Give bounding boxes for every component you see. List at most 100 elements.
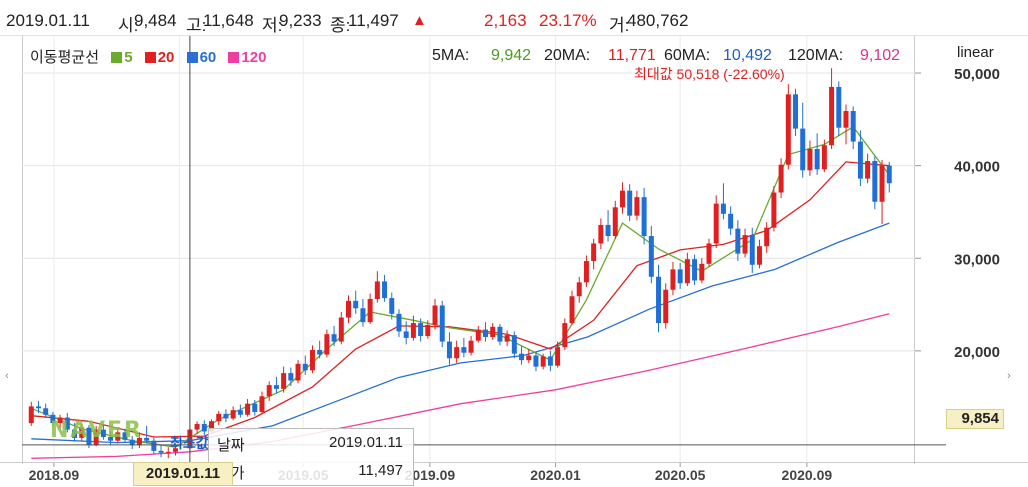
candle-body [879,165,885,202]
candle-body [764,227,770,247]
crosshair-date-flag: 2019.01.11 [133,462,233,486]
candle [612,200,618,239]
candle-body [836,86,842,128]
candle-body [533,355,539,367]
candle [115,427,121,444]
candle [605,210,611,242]
candle [439,300,445,348]
candle [526,349,532,363]
candle-body [252,403,258,412]
candle-body [627,190,633,216]
ma60-legend-label[interactable]: 60 [199,49,217,66]
ma20-swatch [144,52,156,63]
info-low: 9,233 [279,11,322,30]
candle-body [266,385,272,397]
candle-body [35,406,41,409]
candle-body [129,439,135,446]
current-price-label: 9,854 [946,409,1004,429]
candle-body [526,355,532,361]
candle-body [201,424,207,432]
scroll-right-icon[interactable]: › [1007,370,1011,382]
ma5-line [31,125,890,448]
candle [461,337,467,358]
ma20-legend-label[interactable]: 20 [157,49,175,66]
candle [151,437,157,455]
candle [583,255,589,287]
y-tick-label: 40,000 [954,159,1000,176]
candle-body [432,305,438,325]
candle-body [778,164,784,193]
ma120-legend-label[interactable]: 120 [241,49,267,66]
ma20-line [31,161,890,438]
candle-body [446,341,452,359]
candle [771,186,777,232]
candle [331,325,337,347]
candle-body [756,246,762,265]
candle [742,228,748,258]
candle-body [151,440,157,451]
candle-body [346,300,352,318]
candle [829,68,835,149]
candle-body [79,427,85,438]
candle-body [850,111,856,142]
candle-body [93,429,99,446]
candle-body [28,406,34,424]
candle-body [598,224,604,244]
candle-body [699,263,705,281]
candle-body [309,349,315,371]
candle [836,81,842,137]
candle [656,264,662,333]
candle [273,376,279,394]
candle-body [57,417,63,424]
candle-body [115,432,121,441]
candle [641,187,647,245]
candle-body [843,111,849,128]
candle-body [418,323,424,337]
candle-body [281,373,287,389]
ma120-swatch [228,52,240,63]
candle [879,160,885,224]
candle [533,351,539,372]
price-info-bar: 2019.01.11 시: 9,484 고: 11,648 저: 9,233 종… [0,0,1028,36]
crosshair-tooltip: 날짜 2019.01.11 종가 11,497 [208,428,414,486]
candle [728,206,734,236]
scroll-left-icon[interactable]: ‹ [5,370,9,382]
candle-body [684,259,690,284]
candle [519,346,525,365]
candle-body [144,437,150,441]
candle-body [821,145,827,170]
candle [79,424,85,441]
candle-body [656,276,662,324]
candle [165,447,171,459]
candle-body [237,410,243,415]
candle [144,425,150,444]
candle [591,238,597,270]
ma5-legend-label[interactable]: 5 [124,49,133,66]
candle [454,340,460,363]
candle [382,274,388,302]
candle-body [490,326,496,337]
candle-body [367,299,373,323]
candle-body [454,347,460,359]
candle [850,106,856,149]
x-axis-bar [0,462,1028,487]
candle-body [872,161,878,202]
candle [295,360,301,384]
candle [872,156,878,210]
candle-body [749,235,755,265]
y-tick-label: 30,000 [954,251,1000,268]
candle-body [259,396,265,412]
candle [482,322,488,342]
candle-body [583,261,589,283]
candle [122,428,128,443]
scale-mode-toggle[interactable]: linear [957,44,994,61]
candle [504,330,510,347]
candle [194,421,200,435]
candle [800,102,806,178]
candle [511,331,517,359]
candle [425,320,431,339]
candle [547,350,553,372]
candle-body [829,86,835,146]
candle [720,183,726,220]
